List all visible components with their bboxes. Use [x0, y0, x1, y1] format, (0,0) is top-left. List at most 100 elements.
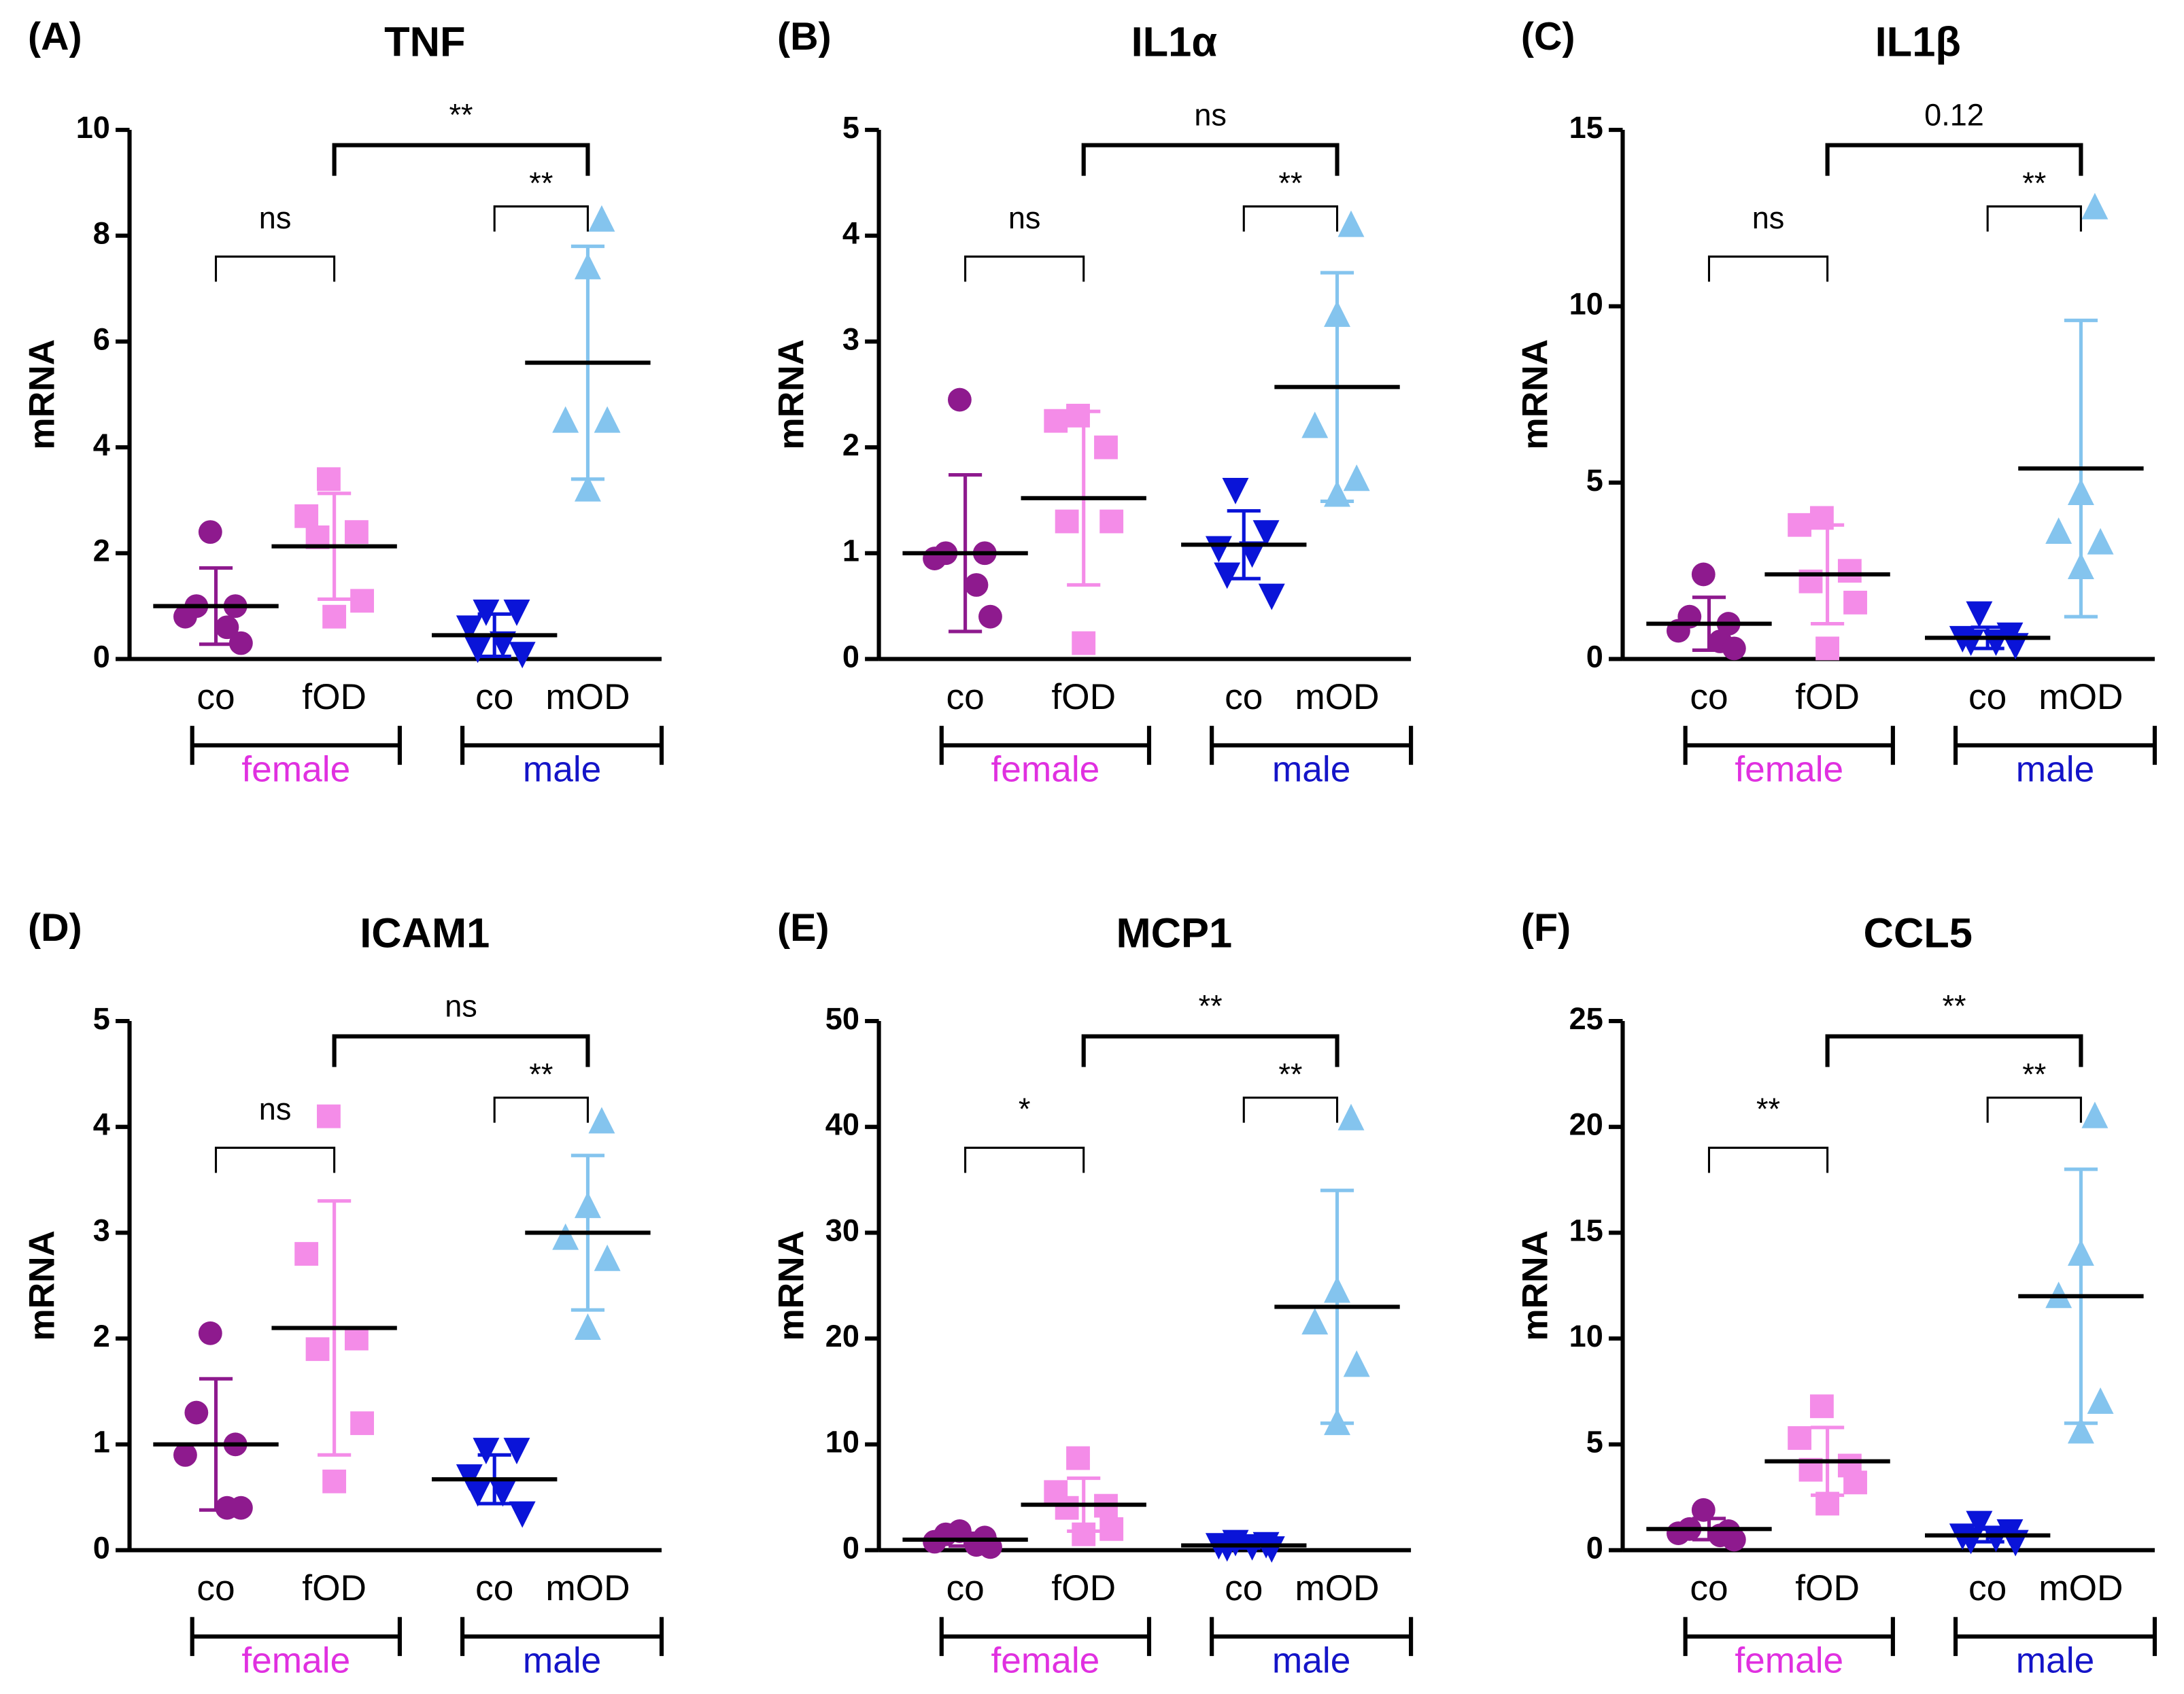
data-point	[1301, 1308, 1329, 1335]
data-point	[1691, 1498, 1716, 1522]
panel-label: (F)	[1521, 906, 1571, 950]
data-point	[344, 520, 369, 544]
data-point	[1066, 403, 1090, 428]
group-label: male	[1272, 1640, 1350, 1680]
group-bracket	[1953, 1617, 2157, 1657]
group-bracket	[1683, 1617, 1895, 1657]
significance-bracket	[1242, 205, 1339, 232]
significance-bracket	[964, 255, 1085, 282]
x-tick-label: co	[197, 1568, 235, 1608]
significance-bracket	[1081, 1034, 1340, 1067]
y-tick-label: 0	[93, 639, 110, 674]
y-tick-label: 10	[1569, 286, 1603, 321]
significance-bracket	[1707, 255, 1829, 282]
significance-bracket	[332, 1034, 590, 1067]
x-tick-label: co	[1225, 677, 1263, 717]
data-point	[1205, 536, 1232, 563]
x-tick-label: co	[475, 1568, 513, 1608]
data-point	[574, 474, 601, 502]
group-label: female	[1735, 749, 1843, 789]
data-point	[1788, 1426, 1812, 1450]
group-bracket	[939, 725, 1152, 765]
group-bracket	[1210, 725, 1414, 765]
data-point	[1722, 636, 1746, 661]
y-tick-label: 1	[842, 534, 859, 568]
y-tick-label: 20	[1569, 1107, 1603, 1142]
data-point	[1301, 411, 1329, 438]
y-tick-label: 50	[825, 1001, 859, 1036]
data-point	[1343, 1350, 1370, 1377]
group-bracket	[460, 725, 664, 765]
data-point	[344, 1326, 369, 1351]
y-tick-label: 6	[93, 322, 110, 356]
x-tick-label: fOD	[302, 1568, 366, 1608]
x-tick-label: mOD	[1295, 1568, 1379, 1608]
significance-bracket	[332, 143, 590, 176]
data-point	[509, 1501, 536, 1528]
significance-label: **	[1942, 989, 1966, 1024]
data-point	[350, 589, 375, 613]
chart-title: ICAM1	[360, 910, 490, 956]
x-tick-label: mOD	[1295, 677, 1379, 717]
group-label: female	[241, 749, 350, 789]
chart-title: IL1β	[1875, 18, 1961, 65]
data-point	[473, 1438, 500, 1465]
y-tick-label: 5	[1586, 463, 1603, 498]
data-point	[509, 642, 536, 669]
y-tick-label: 25	[1569, 1001, 1603, 1036]
y-tick-label: 4	[93, 1107, 110, 1142]
data-point	[964, 573, 989, 597]
x-tick-label: fOD	[302, 677, 366, 717]
data-point	[594, 1244, 621, 1271]
y-tick-label: 5	[842, 110, 859, 145]
significance-bracket	[1986, 1096, 2082, 1123]
y-tick-label: 40	[825, 1107, 859, 1142]
y-tick-label: 0	[842, 1530, 859, 1565]
chart-title: IL1α	[1131, 18, 1218, 65]
data-point	[1837, 559, 1862, 583]
x-tick-label: co	[1968, 1568, 2007, 1608]
y-tick-label: 15	[1569, 1213, 1603, 1247]
data-point	[228, 1496, 253, 1520]
panel-label: (B)	[777, 15, 832, 58]
y-tick-label: 3	[842, 322, 859, 356]
significance-label: ns	[1008, 201, 1041, 235]
significance-label: ns	[1194, 98, 1227, 133]
significance-label: ns	[259, 201, 292, 235]
significance-label: **	[2022, 166, 2046, 201]
y-tick-label: 4	[93, 428, 110, 462]
x-tick-label: co	[946, 1568, 984, 1608]
significance-label: **	[1278, 1057, 1302, 1092]
panel-label: (D)	[28, 906, 82, 950]
data-point	[552, 406, 579, 433]
data-point	[322, 1469, 347, 1493]
y-tick-label: 0	[93, 1530, 110, 1565]
y-axis-label: mRNA	[1516, 1230, 1556, 1341]
data-point	[322, 604, 347, 629]
x-tick-label: fOD	[1795, 677, 1860, 717]
y-axis-label: mRNA	[22, 339, 63, 450]
x-tick-label: co	[475, 677, 513, 717]
significance-label: **	[449, 98, 473, 133]
data-point	[1966, 1510, 1993, 1538]
data-point	[503, 1438, 530, 1465]
significance-bracket	[214, 1146, 336, 1173]
panel-label: (C)	[1521, 15, 1575, 58]
y-tick-label: 1	[93, 1425, 110, 1459]
data-point	[1343, 464, 1370, 491]
significance-bracket	[1986, 205, 2082, 232]
significance-bracket	[1242, 1096, 1339, 1123]
chart-title: MCP1	[1116, 910, 1233, 956]
significance-bracket	[1081, 143, 1340, 176]
data-point	[1094, 435, 1118, 460]
x-tick-label: fOD	[1051, 677, 1116, 717]
panel-label: (A)	[28, 15, 82, 58]
x-tick-label: mOD	[545, 1568, 630, 1608]
y-tick-label: 10	[825, 1425, 859, 1459]
data-point	[2045, 517, 2072, 544]
y-axis-label: mRNA	[772, 339, 812, 450]
data-point	[1055, 509, 1079, 534]
significance-bracket	[1825, 1034, 2083, 1067]
group-bracket	[1210, 1617, 1414, 1657]
